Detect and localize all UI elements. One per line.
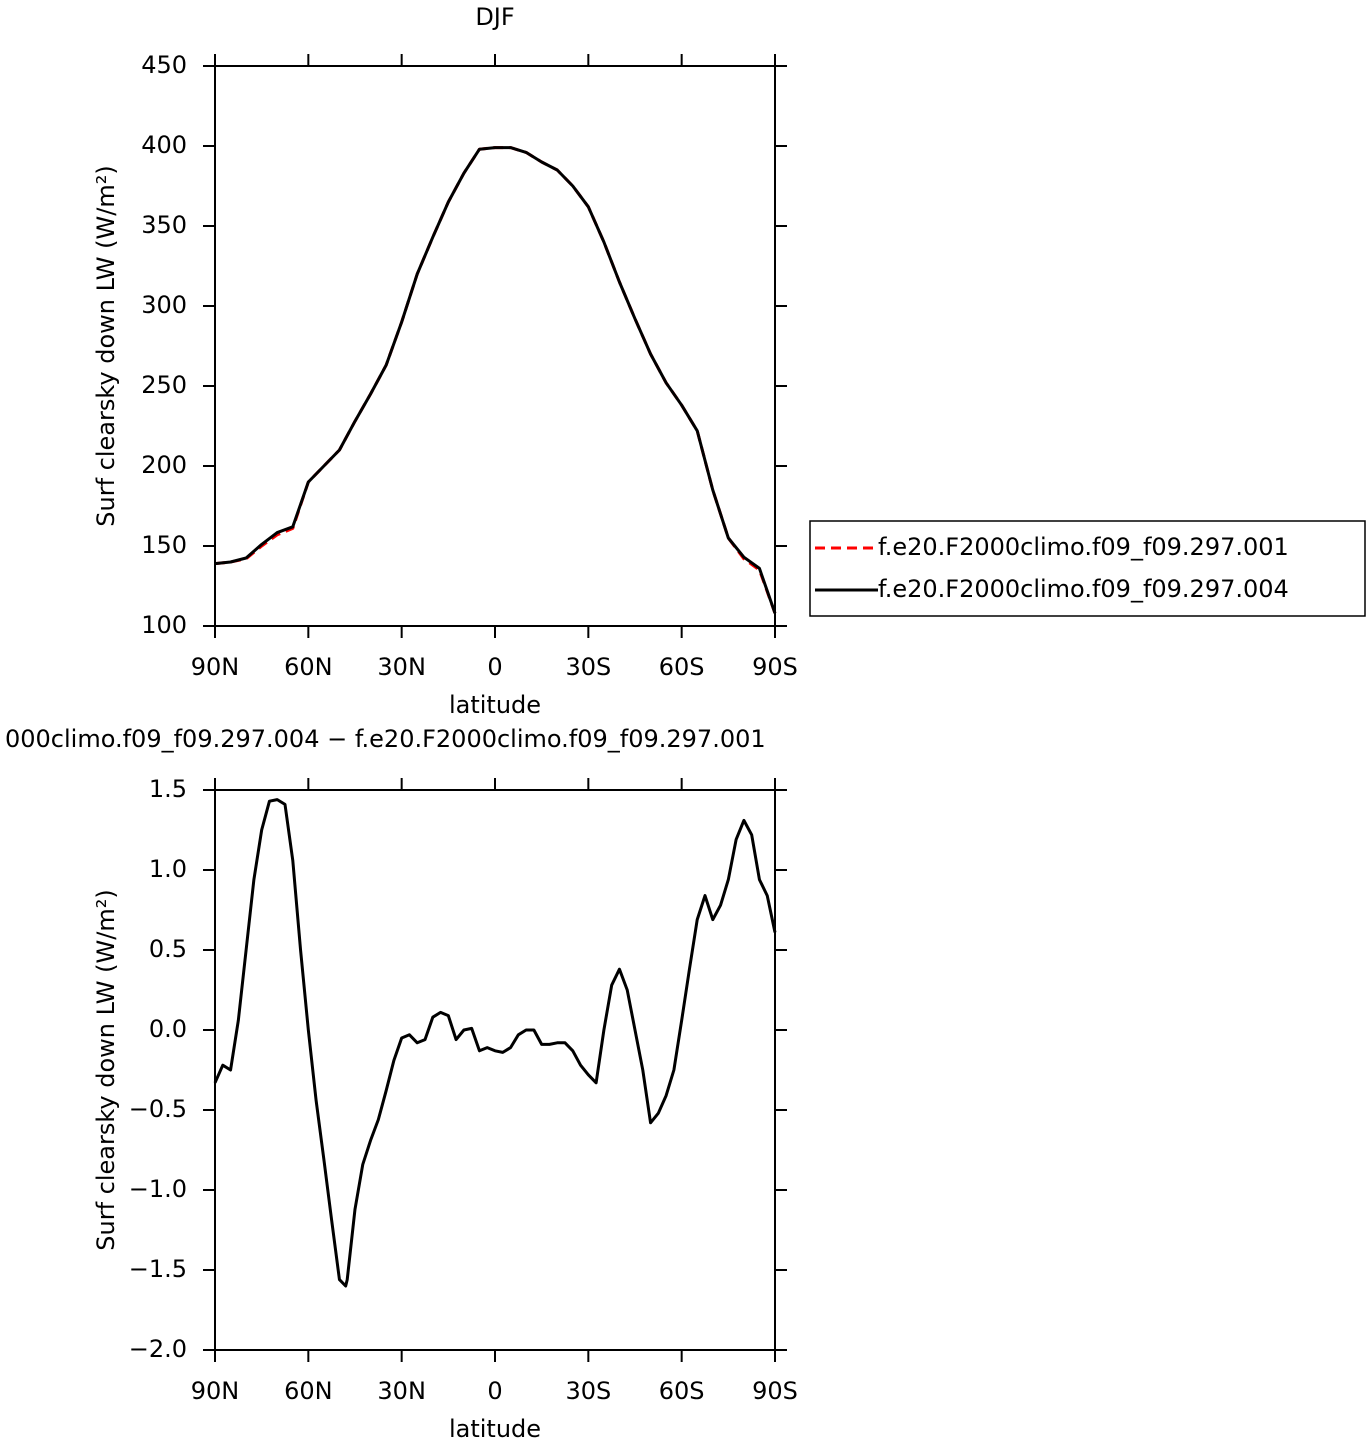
- x-tick-label: 60S: [659, 653, 705, 681]
- x-tick-label: 90S: [752, 653, 798, 681]
- x-tick-label: 30N: [377, 1377, 426, 1405]
- x-tick-label: 30N: [377, 653, 426, 681]
- x-tick-label: 60N: [284, 1377, 333, 1405]
- y-tick-label: −1.5: [129, 1255, 187, 1283]
- legend-box: [809, 520, 1366, 617]
- x-axis-label: latitude: [449, 1415, 541, 1443]
- y-tick-label: 1.0: [149, 855, 187, 883]
- y-tick-label: −0.5: [129, 1095, 187, 1123]
- data-line: [214, 146, 777, 614]
- plot-frame: [214, 65, 776, 627]
- x-tick-label: 0: [487, 1377, 502, 1405]
- y-tick-label: −2.0: [129, 1335, 187, 1363]
- x-tick-label: 60S: [659, 1377, 705, 1405]
- chart-title: DJF: [475, 3, 514, 31]
- y-tick-label: 250: [141, 371, 187, 399]
- y-axis-label: Surf clearsky down LW (W/m²): [92, 165, 120, 526]
- x-tick-label: 0: [487, 653, 502, 681]
- x-axis-label: latitude: [449, 691, 541, 719]
- x-tick-label: 60N: [284, 653, 333, 681]
- chart-title: 000climo.f09_f09.297.004 − f.e20.F2000cl…: [5, 725, 766, 753]
- legend-label: f.e20.F2000climo.f09_f09.297.001: [878, 533, 1289, 561]
- x-tick-label: 30S: [565, 653, 611, 681]
- y-tick-label: 100: [141, 611, 187, 639]
- y-tick-label: 1.5: [149, 775, 187, 803]
- x-tick-label: 90N: [191, 1377, 240, 1405]
- legend: f.e20.F2000climo.f09_f09.297.001 f.e20.F2…: [809, 520, 1366, 617]
- y-tick-label: 0.5: [149, 935, 187, 963]
- x-tick-label: 30S: [565, 1377, 611, 1405]
- y-tick-label: 0.0: [149, 1015, 187, 1043]
- y-tick-label: 450: [141, 51, 187, 79]
- x-tick-label: 90N: [191, 653, 240, 681]
- y-tick-label: 350: [141, 211, 187, 239]
- plot-frame: [214, 789, 776, 1351]
- data-line: [214, 146, 777, 614]
- y-tick-label: 400: [141, 131, 187, 159]
- y-axis-label: Surf clearsky down LW (W/m²): [92, 889, 120, 1250]
- y-tick-label: −1.0: [129, 1175, 187, 1203]
- x-tick-label: 90S: [752, 1377, 798, 1405]
- data-line: [213, 798, 777, 1288]
- legend-label: f.e20.F2000climo.f09_f09.297.004: [878, 575, 1289, 603]
- y-tick-label: 150: [141, 531, 187, 559]
- y-tick-label: 300: [141, 291, 187, 319]
- y-tick-label: 200: [141, 451, 187, 479]
